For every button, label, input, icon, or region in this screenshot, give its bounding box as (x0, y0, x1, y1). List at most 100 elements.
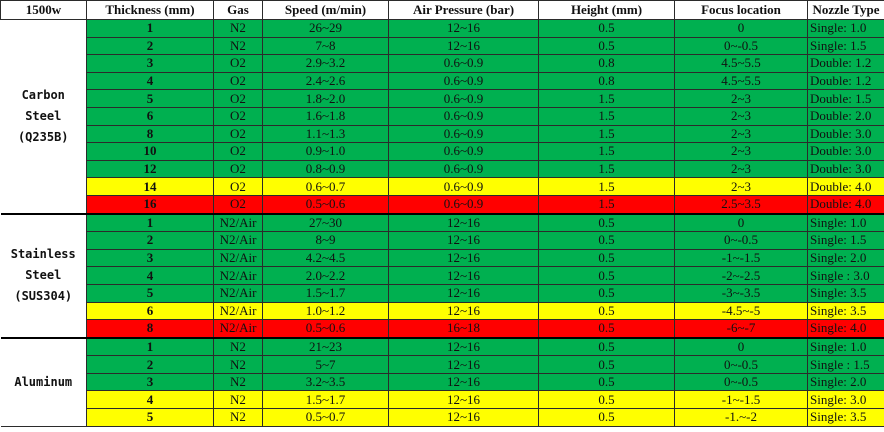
gas-cell: N2/Air (213, 319, 263, 339)
air-pressure-cell: 0.6~0.9 (388, 54, 539, 73)
table-row: Carbon Steel (Q235B) 1 N2 26~29 12~16 0.5 0 Singl… (0, 18, 884, 215)
thickness-cell: 5 (86, 89, 214, 108)
nozzle-type-cell: Double: 1.2 (807, 71, 884, 91)
material-label: Steel (25, 268, 62, 283)
gas-cell: N2 (213, 390, 263, 410)
table-row: 3 N2 3.2~3.5 12~16 0.5 0~-0.5 Single: 2.0 (1, 372, 884, 392)
air-pressure-cell: 12~16 (388, 283, 539, 303)
focus-location-cell: 0~-0.5 (674, 36, 808, 56)
speed-cell: 21~23 (262, 336, 389, 357)
speed-cell: 1.8~2.0 (262, 89, 389, 108)
speed-cell: 8~9 (262, 231, 389, 250)
gas-cell: N2/Air (213, 301, 263, 321)
height-cell: 0.8 (538, 54, 675, 73)
material-cell: Stainless Steel (SUS304) (0, 212, 87, 339)
nozzle-type-cell: Double: 4.0 (807, 177, 884, 196)
table-row: 8 O2 1.1~1.3 0.6~0.9 1.5 2~3 Double: 3.0 (1, 124, 884, 144)
focus-location-cell: 2~3 (674, 177, 808, 196)
air-pressure-cell: 12~16 (388, 36, 539, 56)
nozzle-type-cell: Single: 1.0 (807, 212, 884, 233)
height-cell: 0.5 (538, 390, 675, 410)
gas-cell: O2 (213, 89, 263, 108)
speed-cell: 0.5~0.6 (262, 319, 389, 339)
thickness-cell: 2 (86, 231, 214, 250)
thickness-cell: 1 (86, 19, 214, 38)
focus-location-cell: -1.~-2 (674, 408, 808, 427)
table-row: 8 N2/Air 0.5~0.6 16~18 0.5 -6~-7 Single: 4.0 (1, 319, 884, 339)
height-cell: 1.5 (538, 194, 675, 215)
speed-cell: 4.2~4.5 (262, 248, 389, 268)
table-body: Carbon Steel (Q235B) 1 N2 26~29 12~16 0.5 0 Singl… (0, 18, 884, 427)
thickness-cell: 8 (86, 319, 214, 339)
height-cell: 1.5 (538, 142, 675, 161)
height-cell: 0.5 (538, 355, 675, 374)
thickness-cell: 8 (86, 124, 214, 144)
height-cell: 0.5 (538, 266, 675, 285)
table-row: 5 N2 0.5~0.7 12~16 0.5 -1.~-2 Single: 3.5 (1, 408, 884, 427)
material-label: (Q235B) (17, 129, 69, 144)
table-row: 6 O2 1.6~1.8 0.6~0.9 1.5 2~3 Double: 2.0 (1, 106, 884, 126)
material-cell: Carbon Steel (Q235B) (0, 18, 87, 215)
air-pressure-cell: 0.6~0.9 (388, 159, 539, 179)
nozzle-type-cell: Double: 1.2 (807, 54, 884, 73)
air-pressure-cell: 12~16 (388, 212, 539, 233)
nozzle-type-cell: Single: 4.0 (807, 319, 884, 339)
thickness-cell: 2 (86, 355, 214, 374)
speed-cell: 1.1~1.3 (262, 124, 389, 144)
air-pressure-cell: 12~16 (388, 355, 539, 374)
thickness-cell: 6 (86, 106, 214, 126)
focus-location-cell: -1~-1.5 (674, 390, 808, 410)
air-pressure-cell: 16~18 (388, 319, 539, 339)
speed-cell: 0.8~0.9 (262, 159, 389, 179)
speed-cell: 1.5~1.7 (262, 283, 389, 303)
focus-location-cell: 0~-0.5 (674, 355, 808, 374)
gas-cell: N2/Air (213, 266, 263, 285)
material-label: Stainless (10, 247, 76, 262)
focus-location-cell: 0~-0.5 (674, 231, 808, 250)
height-cell: 1.5 (538, 106, 675, 126)
thickness-cell: 1 (86, 336, 214, 357)
header-nozzle-type: Nozzle Type (807, 0, 884, 20)
focus-location-cell: -4.5~-5 (674, 301, 808, 321)
thickness-cell: 14 (86, 177, 214, 196)
air-pressure-cell: 0.6~0.9 (388, 194, 539, 215)
table-row: 3 O2 2.9~3.2 0.6~0.9 0.8 4.5~5.5 Double: 1.2 (1, 54, 884, 73)
gas-cell: N2 (213, 372, 263, 392)
material-label: (SUS304) (14, 289, 73, 304)
gas-cell: N2 (213, 19, 263, 38)
nozzle-type-cell: Single: 1.0 (807, 19, 884, 38)
air-pressure-cell: 12~16 (388, 19, 539, 38)
focus-location-cell: -1~-1.5 (674, 248, 808, 268)
table-row: 2 N2 5~7 12~16 0.5 0~-0.5 Single : 1.5 (1, 355, 884, 374)
thickness-cell: 6 (86, 301, 214, 321)
table-row: 16 O2 0.5~0.6 0.6~0.9 1.5 2.5~3.5 Double: 4.0 (1, 194, 884, 215)
height-cell: 0.5 (538, 36, 675, 56)
height-cell: 0.5 (538, 248, 675, 268)
gas-cell: O2 (213, 71, 263, 91)
speed-cell: 26~29 (262, 19, 389, 38)
thickness-cell: 12 (86, 159, 214, 179)
height-cell: 0.5 (538, 231, 675, 250)
thickness-cell: 16 (86, 194, 214, 215)
table-row: 4 N2/Air 2.0~2.2 12~16 0.5 -2~-2.5 Single : 3.… (1, 266, 884, 285)
gas-cell: O2 (213, 124, 263, 144)
height-cell: 0.5 (538, 372, 675, 392)
table-row: 12 O2 0.8~0.9 0.6~0.9 1.5 2~3 Double: 3.0 (1, 159, 884, 179)
gas-cell: N2 (213, 36, 263, 56)
gas-cell: N2/Air (213, 248, 263, 268)
height-cell: 1.5 (538, 124, 675, 144)
gas-cell: N2 (213, 355, 263, 374)
air-pressure-cell: 0.6~0.9 (388, 106, 539, 126)
air-pressure-cell: 12~16 (388, 408, 539, 427)
focus-location-cell: -3~-3.5 (674, 283, 808, 303)
height-cell: 0.5 (538, 336, 675, 357)
focus-location-cell: 4.5~5.5 (674, 71, 808, 91)
speed-cell: 3.2~3.5 (262, 372, 389, 392)
speed-cell: 0.9~1.0 (262, 142, 389, 161)
header-height: Height (mm) (538, 0, 675, 20)
header-air-pressure: Air Pressure (bar) (388, 0, 539, 20)
height-cell: 0.5 (538, 301, 675, 321)
focus-location-cell: 0 (674, 212, 808, 233)
thickness-cell: 3 (86, 372, 214, 392)
